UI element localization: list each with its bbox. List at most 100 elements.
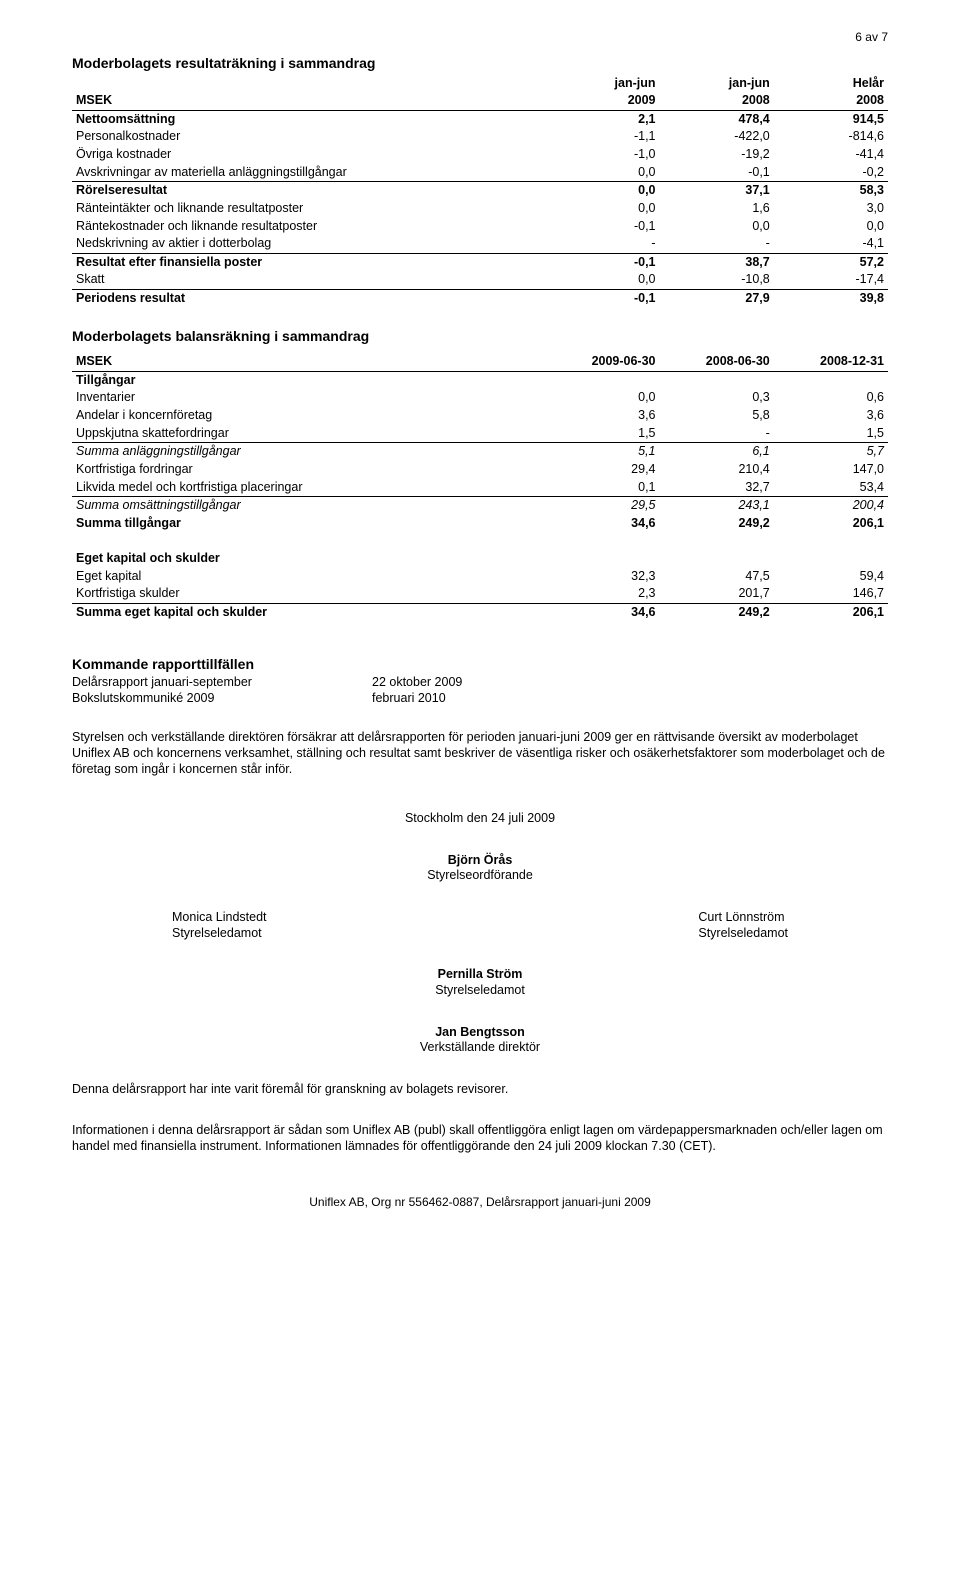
balance-sheet-title: Moderbolagets balansräkning i sammandrag: [72, 328, 888, 346]
row-value: 27,9: [660, 290, 774, 308]
row-value: -19,2: [660, 146, 774, 164]
row-value: 3,6: [545, 407, 659, 425]
equity-heading: Eget kapital och skulder: [72, 550, 888, 568]
row-label: Ränteintäkter och liknande resultatposte…: [72, 200, 545, 218]
row-value: -0,1: [545, 290, 659, 308]
row-value: 5,7: [774, 443, 888, 461]
row-value: -: [545, 235, 659, 253]
row-label: Summa tillgångar: [72, 515, 545, 533]
col-header: Helår: [774, 75, 888, 93]
row-value: 2,1: [545, 110, 659, 128]
row-value: 0,0: [545, 164, 659, 182]
row-value: 38,7: [660, 253, 774, 271]
row-value: 249,2: [660, 515, 774, 533]
row-label: Uppskjutna skattefordringar: [72, 425, 545, 443]
row-value: -: [660, 235, 774, 253]
row-label: Summa omsättningstillgångar: [72, 497, 545, 515]
row-value: 57,2: [774, 253, 888, 271]
row-value: -0,1: [545, 218, 659, 236]
row-value: 1,5: [774, 425, 888, 443]
row-value: 914,5: [774, 110, 888, 128]
row-value: 1,6: [660, 200, 774, 218]
row-value: 39,8: [774, 290, 888, 308]
row-value: 3,0: [774, 200, 888, 218]
col-header-date: 2008-06-30: [660, 353, 774, 371]
signature-right: Curt Lönnström Styrelseledamot: [698, 910, 788, 941]
row-value: 243,1: [660, 497, 774, 515]
row-label: Personalkostnader: [72, 128, 545, 146]
assurance-paragraph: Styrelsen och verkställande direktören f…: [72, 730, 888, 777]
upcoming-reports-list: Delårsrapport januari-september22 oktobe…: [72, 675, 888, 706]
row-value: 34,6: [545, 603, 659, 621]
balance-sheet-table: MSEK2009-06-302008-06-302008-12-31Tillgå…: [72, 353, 888, 621]
row-value: 58,3: [774, 182, 888, 200]
sig-left-name: Monica Lindstedt: [172, 910, 267, 926]
row-label: Övriga kostnader: [72, 146, 545, 164]
signature-row: Monica Lindstedt Styrelseledamot Curt Lö…: [72, 910, 888, 941]
report-label: Delårsrapport januari-september: [72, 675, 372, 691]
report-label: Bokslutskommuniké 2009: [72, 691, 372, 707]
sig-mid-role: Styrelseledamot: [72, 983, 888, 999]
row-label: Skatt: [72, 271, 545, 289]
row-label: Inventarier: [72, 389, 545, 407]
row-label: Avskrivningar av materiella anläggningst…: [72, 164, 545, 182]
signature-chair: Björn Örås Styrelseordförande: [72, 853, 888, 884]
row-value: 0,0: [545, 182, 659, 200]
row-value: 0,6: [774, 389, 888, 407]
row-value: -422,0: [660, 128, 774, 146]
row-label: Nettoomsättning: [72, 110, 545, 128]
row-value: -10,8: [660, 271, 774, 289]
income-statement-title: Moderbolagets resultaträkning i sammandr…: [72, 55, 888, 73]
row-value: 147,0: [774, 461, 888, 479]
row-value: -0,1: [545, 253, 659, 271]
page-number: 6 av 7: [72, 30, 888, 45]
row-value: -17,4: [774, 271, 888, 289]
row-value: 0,1: [545, 479, 659, 497]
col-header-year: 2008: [774, 92, 888, 110]
row-label: Räntekostnader och liknande resultatpost…: [72, 218, 545, 236]
row-value: 0,0: [545, 389, 659, 407]
row-value: 206,1: [774, 603, 888, 621]
row-header-left: MSEK: [72, 353, 545, 371]
row-value: 29,5: [545, 497, 659, 515]
row-value: -: [660, 425, 774, 443]
disclosure-paragraph: Informationen i denna delårsrapport är s…: [72, 1123, 888, 1154]
income-statement-table: jan-junjan-junHelårMSEK200920082008Netto…: [72, 75, 888, 308]
row-value: 146,7: [774, 585, 888, 603]
row-label: Kortfristiga skulder: [72, 585, 545, 603]
col-header-date: 2008-12-31: [774, 353, 888, 371]
row-value: 201,7: [660, 585, 774, 603]
col-header-year: 2009: [545, 92, 659, 110]
page-footer: Uniflex AB, Org nr 556462-0887, Delårsra…: [72, 1195, 888, 1210]
row-value: 53,4: [774, 479, 888, 497]
col-header: jan-jun: [660, 75, 774, 93]
date-place: Stockholm den 24 juli 2009: [72, 811, 888, 827]
row-value: 5,8: [660, 407, 774, 425]
row-value: 478,4: [660, 110, 774, 128]
report-date: februari 2010: [372, 691, 446, 707]
row-value: 0,0: [545, 271, 659, 289]
upcoming-reports-title: Kommande rapporttillfällen: [72, 656, 888, 674]
sig-right-role: Styrelseledamot: [698, 926, 788, 942]
row-value: 47,5: [660, 568, 774, 586]
signature-mid: Pernilla Ström Styrelseledamot: [72, 967, 888, 998]
report-date: 22 oktober 2009: [372, 675, 462, 691]
row-value: 32,7: [660, 479, 774, 497]
row-value: 206,1: [774, 515, 888, 533]
sig-ceo-name: Jan Bengtsson: [72, 1025, 888, 1041]
sig-right-name: Curt Lönnström: [698, 910, 788, 926]
row-value: 37,1: [660, 182, 774, 200]
row-value: 34,6: [545, 515, 659, 533]
signature-ceo: Jan Bengtsson Verkställande direktör: [72, 1025, 888, 1056]
row-label: Eget kapital: [72, 568, 545, 586]
sig-ceo-role: Verkställande direktör: [72, 1040, 888, 1056]
row-value: 0,0: [774, 218, 888, 236]
row-value: 0,0: [660, 218, 774, 236]
row-value: -0,2: [774, 164, 888, 182]
sig-mid-name: Pernilla Ström: [72, 967, 888, 983]
col-header: jan-jun: [545, 75, 659, 93]
row-value: 59,4: [774, 568, 888, 586]
row-label: Rörelseresultat: [72, 182, 545, 200]
row-label: Andelar i koncernföretag: [72, 407, 545, 425]
row-value: 32,3: [545, 568, 659, 586]
